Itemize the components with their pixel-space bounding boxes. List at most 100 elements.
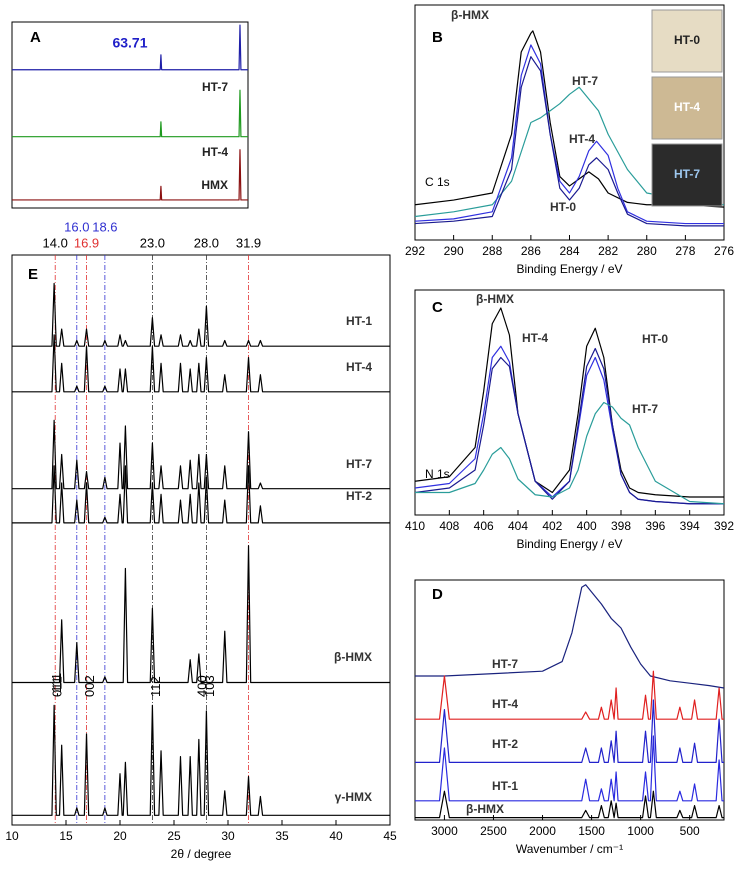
inset-photo (651, 9, 723, 73)
x-tick-label: 392 (714, 519, 734, 533)
inset-photo (651, 76, 723, 140)
plot-frame (11, 254, 391, 826)
inset-label: HT-0 (674, 33, 700, 47)
series-label: HT-7 (632, 402, 658, 416)
series-line (12, 282, 390, 347)
series-label: HT-7 (492, 657, 518, 671)
x-tick-label: 282 (598, 244, 618, 258)
x-tick-label: 30 (221, 829, 235, 843)
series-line (12, 149, 248, 201)
inset-photo (651, 143, 723, 207)
panel-letter: B (432, 29, 443, 46)
x-tick-label: 398 (611, 519, 631, 533)
series-label: HT-7 (346, 457, 372, 471)
x-tick-label: 2500 (480, 824, 507, 838)
x-tick-label: 500 (680, 824, 700, 838)
x-tick-label: 284 (559, 244, 579, 258)
x-tick-label: 45 (383, 829, 397, 843)
plot-frame (11, 21, 249, 209)
series-label: HT-7 (202, 80, 228, 94)
series-line (12, 465, 390, 524)
x-tick-label: 1500 (578, 824, 605, 838)
x-tick-label: 35 (275, 829, 289, 843)
x-tick-label: 3000 (431, 824, 458, 838)
reference-label: 16.0 (64, 219, 89, 234)
series-line (415, 790, 724, 819)
series-label: β-HMX (334, 650, 372, 664)
panel-letter: D (432, 586, 443, 603)
series-label: HT-7 (572, 74, 598, 88)
inset-label: HT-7 (674, 167, 700, 181)
panel-letter: E (28, 266, 38, 283)
x-tick-label: 292 (405, 244, 425, 258)
series-label: HT-2 (346, 489, 372, 503)
series-line (415, 584, 725, 689)
series-label: γ-HMX (335, 790, 372, 804)
x-axis-label: Binding Energy / eV (516, 537, 622, 551)
series-label: HT-4 (346, 360, 372, 374)
series-line (12, 704, 390, 816)
series-line (12, 545, 390, 684)
annotation: 63.71 (112, 35, 147, 51)
reference-label: 18.6 (92, 219, 117, 234)
x-tick-label: 396 (645, 519, 665, 533)
series-line (415, 735, 724, 802)
series-label: HMX (201, 178, 228, 192)
series-line (12, 334, 390, 393)
panel-letter: A (30, 29, 41, 46)
plot-frame (414, 289, 725, 516)
inset-label: HT-4 (674, 100, 700, 114)
x-tick-label: 278 (675, 244, 695, 258)
x-tick-label: 20 (113, 829, 127, 843)
x-tick-label: 10 (5, 829, 19, 843)
series-label: HT-4 (202, 145, 228, 159)
x-tick-label: 280 (637, 244, 657, 258)
annotation: N 1s (425, 467, 450, 481)
series-label: β-HMX (476, 292, 514, 306)
series-line (414, 56, 724, 227)
x-axis-label: Wavenumber / cm⁻¹ (516, 842, 623, 856)
reference-label: 31.9 (236, 235, 261, 250)
series-line (415, 699, 724, 763)
series-label: HT-1 (492, 779, 518, 793)
series-label: HT-4 (492, 697, 518, 711)
series-line (414, 86, 725, 218)
x-tick-label: 40 (329, 829, 343, 843)
series-line (414, 307, 724, 498)
series-line (415, 670, 724, 720)
series-line (12, 89, 248, 138)
x-tick-label: 410 (405, 519, 425, 533)
x-axis-label: Binding Energy / eV (516, 262, 622, 276)
peak-label: 112 (148, 676, 163, 697)
series-line (415, 401, 725, 505)
series-label: HT-4 (569, 132, 595, 146)
x-tick-label: 1000 (627, 824, 654, 838)
x-tick-label: 400 (577, 519, 597, 533)
x-tick-label: 408 (439, 519, 459, 533)
annotation: C 1s (425, 175, 450, 189)
peak-label: 011 (50, 676, 65, 697)
series-label: β-HMX (451, 8, 489, 22)
reference-label: 28.0 (194, 235, 219, 250)
x-tick-label: 406 (474, 519, 494, 533)
reference-label: 23.0 (140, 235, 165, 250)
series-label: HT-4 (522, 331, 548, 345)
series-label: HT-2 (492, 737, 518, 751)
reference-label: 14.0 (43, 235, 68, 250)
reference-label: 16.9 (74, 235, 99, 250)
series-line (12, 24, 248, 71)
series-label: HT-1 (346, 314, 372, 328)
x-tick-label: 276 (714, 244, 734, 258)
x-tick-label: 402 (542, 519, 562, 533)
series-line (12, 419, 390, 490)
x-axis-label: 2θ / degree (171, 847, 232, 861)
series-line (414, 30, 725, 208)
x-tick-label: 2000 (529, 824, 556, 838)
series-line (414, 347, 724, 505)
x-tick-label: 15 (59, 829, 73, 843)
peak-label: 400 (194, 675, 209, 697)
series-label: HT-0 (550, 200, 576, 214)
x-tick-label: 288 (482, 244, 502, 258)
